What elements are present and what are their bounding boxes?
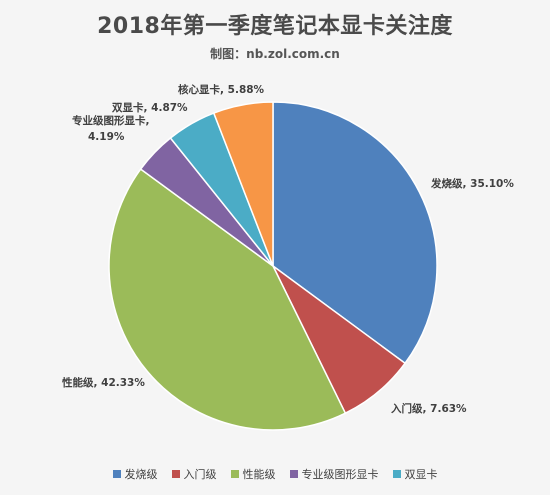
slice-label-5: 双显卡, 4.87% — [111, 101, 188, 114]
legend-swatch-4 — [289, 470, 298, 478]
legend-label-1: 发烧级 — [124, 468, 158, 481]
legend-item-4: 专业级图形显卡 — [289, 466, 379, 482]
legend-label-2: 入门级 — [183, 468, 217, 481]
chart-title: 2018年第一季度笔记本显卡关注度 — [97, 14, 453, 39]
legend-swatch-3 — [230, 470, 239, 478]
legend-item-5: 双显卡 — [392, 466, 438, 482]
legend-item-1: 发烧级 — [112, 466, 158, 482]
slice-label-1: 发烧级, 35.10% — [430, 177, 514, 190]
chart-subtitle: 制图：nb.zol.com.cn — [210, 47, 340, 61]
slice-label-3: 性能级, 42.33% — [62, 376, 145, 389]
pie-slice-1 — [272, 101, 438, 365]
legend-item-3: 性能级 — [230, 466, 276, 482]
pie-slice-6 — [212, 101, 274, 267]
slice-label-4-line-1: 专业级图形显卡, — [72, 114, 150, 127]
legend-label-3: 性能级 — [242, 468, 276, 481]
legend-item-2: 入门级 — [171, 466, 217, 482]
pie-slice-3 — [108, 168, 347, 431]
pie-slices — [108, 101, 438, 431]
legend-swatch-5 — [392, 470, 401, 478]
legend-label-5: 双显卡 — [404, 468, 438, 481]
slice-label-6: 核心显卡, 5.88% — [178, 83, 265, 96]
legend-swatch-2 — [171, 470, 180, 478]
slice-label-4-line-2: 4.19% — [88, 131, 125, 143]
legend-label-4: 专业级图形显卡 — [301, 468, 379, 481]
legend-swatch-1 — [112, 470, 121, 478]
slice-label-2: 入门级, 7.63% — [391, 402, 467, 415]
chart-legend: 发烧级 入门级 性能级 专业级图形显卡 双显卡 — [0, 466, 550, 482]
pie-labels: 发烧级, 35.10% 入门级, 7.63% 性能级, 42.33% 专业级图形显卡,… — [62, 83, 514, 415]
